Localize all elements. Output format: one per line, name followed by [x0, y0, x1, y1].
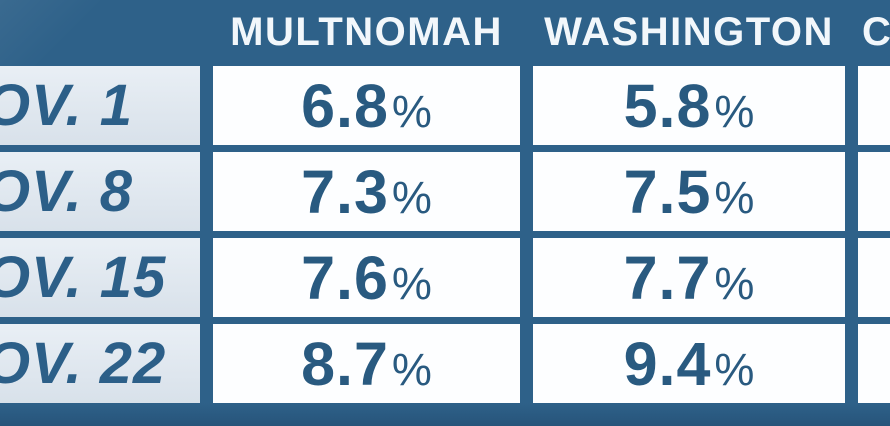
value-cell: 5.8 % — [533, 66, 845, 145]
value-cell: 6.8 % — [213, 66, 520, 145]
value-wrap: 7.3 % — [301, 157, 432, 227]
value-wrap: 7.6 % — [301, 243, 432, 313]
row-label: OV. 8 — [0, 152, 200, 231]
value-wrap: 7.7 % — [624, 243, 755, 313]
value: 9.4 — [623, 329, 712, 398]
percent-sign: % — [714, 343, 755, 395]
value: 7.6 — [301, 243, 389, 312]
value-cell: 7.3 % — [213, 152, 520, 231]
value-wrap: 9.4 % — [624, 329, 755, 399]
column-header-washington: WASHINGTON — [544, 10, 834, 54]
county-positivity-table: MULTNOMAH WASHINGTON C OV. 1 6.8 % 5.8 %… — [0, 0, 890, 403]
value-cell-clipped — [858, 66, 890, 145]
row-label-column-header — [0, 0, 200, 59]
value-cell: 7.5 % — [533, 152, 845, 231]
row-label: OV. 15 — [0, 238, 200, 317]
value-wrap: 6.8 % — [301, 71, 432, 141]
column-header-multnomah: MULTNOMAH — [230, 10, 503, 54]
percent-sign: % — [714, 85, 755, 137]
percent-sign: % — [391, 257, 432, 309]
percent-sign: % — [714, 257, 755, 309]
value: 7.5 — [623, 157, 712, 226]
value-cell: 9.4 % — [533, 324, 845, 403]
value-cell-clipped — [858, 324, 890, 403]
value-wrap: 7.5 % — [624, 157, 755, 227]
value-wrap: 5.8 % — [624, 71, 755, 141]
value: 7.7 — [623, 243, 712, 312]
percent-sign: % — [714, 171, 755, 223]
percent-sign: % — [391, 85, 432, 137]
value-cell-clipped — [858, 152, 890, 231]
column-header-clipped: C — [862, 10, 890, 54]
value: 8.7 — [301, 329, 389, 398]
value-wrap: 8.7 % — [301, 329, 432, 399]
value: 7.3 — [301, 157, 389, 226]
value-cell: 8.7 % — [213, 324, 520, 403]
bottom-band — [0, 403, 890, 426]
percent-sign: % — [391, 171, 432, 223]
row-label: OV. 1 — [0, 66, 200, 145]
value-cell: 7.7 % — [533, 238, 845, 317]
value: 5.8 — [623, 71, 712, 140]
percent-sign: % — [391, 343, 432, 395]
value-cell: 7.6 % — [213, 238, 520, 317]
value: 6.8 — [301, 71, 389, 140]
value-cell-clipped — [858, 238, 890, 317]
row-label: OV. 22 — [0, 324, 200, 403]
